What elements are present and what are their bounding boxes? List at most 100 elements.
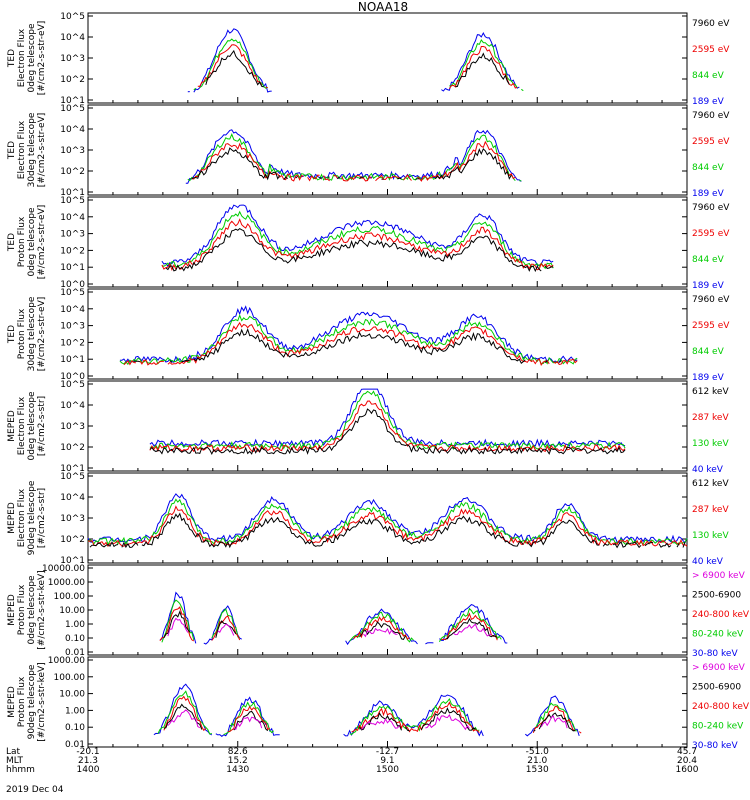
footer-row-label: hhmm [6, 765, 35, 775]
y-tick-label: 10^5 [60, 472, 85, 482]
y-tick-label: 100.00 [54, 673, 86, 683]
panel-7: 10000.00 1000.00 100.00 10.00 1.00 0.10 0.01 ME… [7, 564, 750, 659]
series-trace [161, 204, 554, 268]
y-axis-label-line: [#/cm2-s-str-keV] [37, 662, 47, 741]
panel-4: 10^5 10^4 10^3 10^2 10^1 10^0 TEDProton Flux30… [7, 288, 730, 383]
legend-entry: 80-240 keV [692, 722, 744, 732]
legend-entry: 844 eV [692, 347, 725, 357]
y-tick-label: 10^5 [60, 104, 85, 114]
panel-5: 10^5 10^4 10^3 10^2 10^1 MEPEDElectron Flux0d… [7, 380, 729, 475]
y-tick-label: 10^4 [60, 493, 85, 503]
y-axis-label-line: [#/cm2-s-str-keV] [37, 570, 47, 649]
legend-entry: > 6900 keV [692, 663, 746, 673]
footer-value: -20.1 [76, 747, 99, 757]
series-trace [119, 313, 578, 366]
y-tick-label: 10^3 [60, 54, 85, 64]
y-tick-label: 10.00 [59, 690, 85, 700]
y-tick-label: 10^5 [60, 380, 85, 390]
series-trace [149, 408, 626, 456]
y-axis-label-line: 0deg telescope [27, 207, 37, 277]
panel-6: 10^5 10^4 10^3 10^2 10^1 MEPEDElectron Flux90… [7, 472, 729, 567]
y-tick-label: 1000.00 [48, 656, 85, 666]
y-tick-label: 10^4 [60, 33, 85, 43]
y-axis-label-line: [#/cm2-s-str-eV] [37, 297, 47, 372]
footer-value: -51.0 [526, 747, 550, 757]
y-axis-label-line: MEPED [7, 686, 17, 718]
y-axis-label-line: [#/cm2-s-str] [37, 396, 47, 456]
y-tick-label: 10^4 [60, 401, 85, 411]
y-tick-label: 10^1 [60, 263, 85, 273]
footer-value: 1530 [526, 765, 549, 775]
y-tick-label: 10000.00 [42, 564, 85, 574]
footer: Lat -20.1 82.6 -12.7 -51.0 45.7 MLT 21.3 15.2 9.1… [6, 747, 699, 775]
series-trace [163, 703, 576, 732]
y-tick-label: 0.10 [65, 634, 85, 644]
legend-entry: 2500-6900 [692, 591, 741, 601]
panels: 10^5 10^4 10^3 10^2 10^1 TEDElectron Flux0deg… [7, 12, 750, 751]
figure-title: NOAA18 [358, 0, 408, 14]
panel-1: 10^5 10^4 10^3 10^2 10^1 TEDElectron Flux0deg… [7, 12, 730, 107]
y-axis-label-line: [#/cm2-s-str] [37, 488, 47, 548]
series-trace [157, 690, 578, 735]
legend-entry: 7960 eV [692, 19, 730, 29]
footer-value: 1600 [676, 765, 699, 775]
legend-entry: 30-80 keV [692, 649, 738, 659]
y-tick-label: 10^4 [60, 305, 85, 315]
series-trace [123, 321, 578, 367]
series-trace [87, 505, 688, 548]
footer-value: -12.7 [376, 747, 399, 757]
footer-value: 82.6 [228, 747, 248, 757]
y-tick-label: 10^0 [60, 372, 85, 382]
series-trace [149, 388, 626, 448]
y-tick-label: 10^2 [60, 75, 85, 85]
legend-entry: 7960 eV [692, 111, 730, 121]
series-trace [87, 498, 688, 546]
legend-entry: 2595 eV [692, 321, 730, 331]
footer-row-label: MLT [6, 756, 24, 766]
footer-value: 45.7 [677, 747, 697, 757]
y-axis-label-line: Proton Flux [17, 216, 27, 267]
y-axis-label-line: Electron Flux [17, 488, 27, 547]
y-axis-label-line: 0deg telescope [27, 391, 37, 461]
y-axis-label-line: Proton Flux [17, 676, 27, 727]
legend-entry: 844 eV [692, 255, 725, 265]
y-tick-label: 10^3 [60, 422, 85, 432]
y-axis-label-line: MEPED [7, 410, 17, 442]
y-tick-label: 1000.00 [48, 578, 85, 588]
series-trace [159, 591, 508, 646]
legend-entry: 844 eV [692, 163, 725, 173]
legend-entry: 2595 eV [692, 137, 730, 147]
y-axis-label-line: 90deg telescope [27, 664, 37, 739]
footer-value: 15.2 [228, 756, 248, 766]
y-axis-label-line: 30deg telescope [27, 296, 37, 371]
legend-entry: 189 eV [692, 373, 725, 383]
series-trace [161, 210, 554, 270]
y-axis-label-line: Proton Flux [17, 308, 27, 359]
panel-frame [87, 196, 688, 288]
y-tick-label: 10^0 [60, 280, 85, 290]
legend-entry: 40 keV [692, 465, 724, 475]
y-tick-label: 10^1 [60, 556, 85, 566]
panel-frame [87, 380, 688, 472]
legend-entry: 130 keV [692, 439, 729, 449]
y-axis-label-line: [#/cm2-s-str-eV] [37, 205, 47, 280]
panel-frame [87, 656, 688, 748]
y-tick-label: 10^4 [60, 213, 85, 223]
series-trace [89, 512, 686, 549]
y-tick-label: 10^1 [60, 188, 85, 198]
legend-entry: 240-800 keV [692, 702, 750, 712]
y-axis-label: TEDElectron Flux0deg telescope[#/cm2-s-s… [7, 21, 47, 96]
footer-value: 1500 [376, 765, 399, 775]
y-axis-label: MEPEDProton Flux90deg telescope[#/cm2-s-… [7, 662, 47, 741]
y-axis-label: TEDElectron Flux30deg telescope[#/cm2-s-… [7, 112, 47, 187]
y-tick-label: 10^5 [60, 12, 85, 22]
y-tick-label: 0.01 [65, 740, 85, 750]
y-axis-label-line: 90deg telescope [27, 480, 37, 555]
legend-entry: > 6900 keV [692, 571, 746, 581]
footer-value: 9.1 [380, 756, 394, 766]
legend-entry: 189 eV [692, 281, 725, 291]
legend-entry: 287 keV [692, 505, 729, 515]
y-axis-label-line: Electron Flux [17, 120, 27, 179]
panel-frame [87, 104, 688, 196]
y-tick-label: 1.00 [65, 620, 85, 630]
